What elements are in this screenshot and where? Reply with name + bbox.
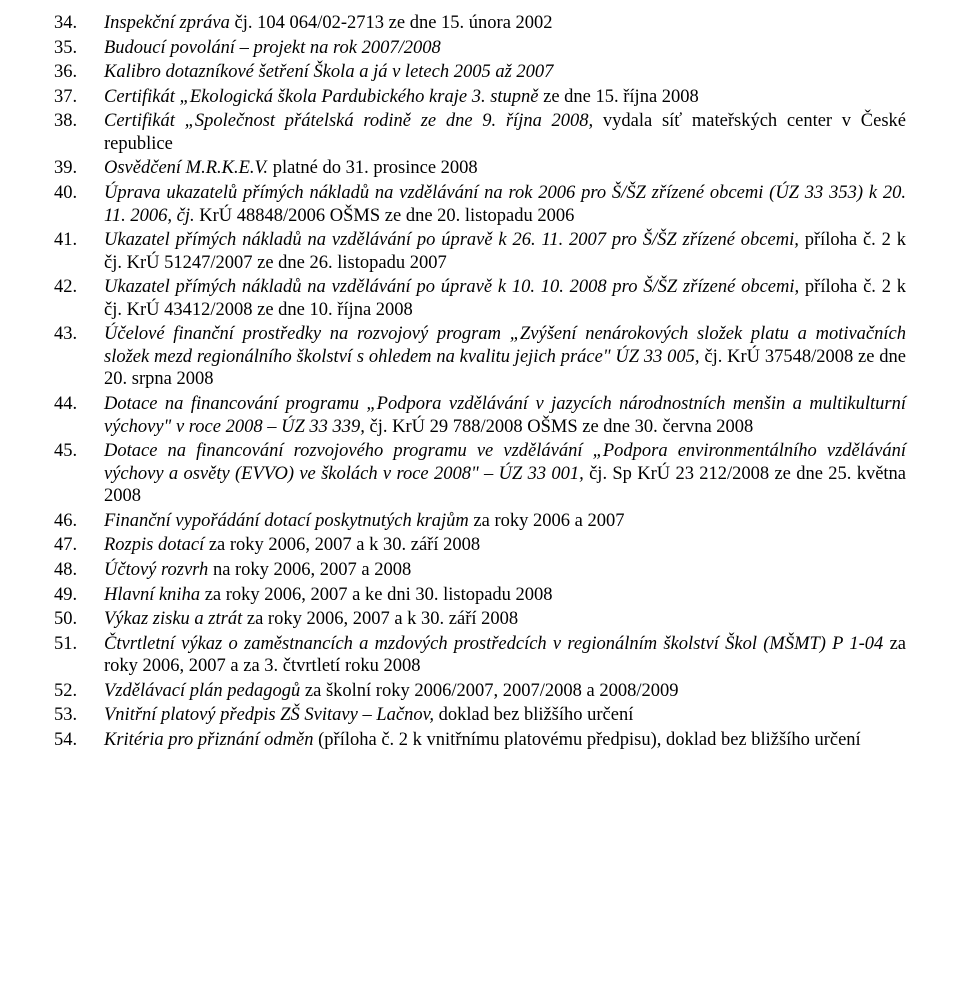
plain-text: za roky 2006 a 2007 bbox=[473, 511, 624, 531]
list-item: 52.Vzdělávací plán pedagogů za školní ro… bbox=[54, 680, 906, 703]
item-content: Certifikát „Společnost přátelská rodině … bbox=[104, 110, 906, 155]
list-item: 45.Dotace na financování rozvojového pro… bbox=[54, 440, 906, 508]
plain-text: doklad bez bližšího určení bbox=[439, 705, 634, 725]
italic-text: Certifikát „Ekologická škola Pardubickéh… bbox=[104, 87, 543, 107]
item-content: Ukazatel přímých nákladů na vzdělávání p… bbox=[104, 276, 906, 321]
item-number: 46. bbox=[54, 510, 104, 533]
plain-text: čj. 104 064/02-2713 ze dne 15. února 200… bbox=[235, 13, 553, 33]
item-number: 37. bbox=[54, 86, 104, 109]
item-content: Inspekční zpráva čj. 104 064/02-2713 ze … bbox=[104, 12, 906, 35]
italic-text: Certifikát „Společnost přátelská rodině … bbox=[104, 111, 603, 131]
item-content: Dotace na financování rozvojového progra… bbox=[104, 440, 906, 508]
list-item: 39.Osvědčení M.R.K.E.V. platné do 31. pr… bbox=[54, 157, 906, 180]
plain-text: platné do 31. prosince 2008 bbox=[273, 158, 478, 178]
item-number: 52. bbox=[54, 680, 104, 703]
item-number: 49. bbox=[54, 584, 104, 607]
italic-text: Inspekční zpráva bbox=[104, 13, 235, 33]
item-content: Ukazatel přímých nákladů na vzdělávání p… bbox=[104, 229, 906, 274]
list-item: 49.Hlavní kniha za roky 2006, 2007 a ke … bbox=[54, 584, 906, 607]
list-item: 51.Čtvrtletní výkaz o zaměstnancích a mz… bbox=[54, 633, 906, 678]
plain-text: za roky 2006, 2007 a ke dni 30. listopad… bbox=[205, 585, 553, 605]
item-content: Účelové finanční prostředky na rozvojový… bbox=[104, 323, 906, 391]
item-content: Osvědčení M.R.K.E.V. platné do 31. prosi… bbox=[104, 157, 906, 180]
italic-text: Účtový rozvrh bbox=[104, 560, 213, 580]
item-content: Výkaz zisku a ztrát za roky 2006, 2007 a… bbox=[104, 608, 906, 631]
item-content: Budoucí povolání – projekt na rok 2007/2… bbox=[104, 37, 906, 60]
item-content: Finanční vypořádání dotací poskytnutých … bbox=[104, 510, 906, 533]
italic-text: Vzdělávací plán pedagogů bbox=[104, 681, 305, 701]
italic-text: Ukazatel přímých nákladů na vzdělávání p… bbox=[104, 277, 805, 297]
list-item: 48.Účtový rozvrh na roky 2006, 2007 a 20… bbox=[54, 559, 906, 582]
list-item: 44.Dotace na financování programu „Podpo… bbox=[54, 393, 906, 438]
italic-text: Osvědčení M.R.K.E.V. bbox=[104, 158, 273, 178]
list-item: 50.Výkaz zisku a ztrát za roky 2006, 200… bbox=[54, 608, 906, 631]
item-content: Účtový rozvrh na roky 2006, 2007 a 2008 bbox=[104, 559, 906, 582]
item-number: 51. bbox=[54, 633, 104, 656]
item-number: 34. bbox=[54, 12, 104, 35]
italic-text: Vnitřní platový předpis ZŠ Svitavy – Lač… bbox=[104, 705, 439, 725]
list-item: 54.Kritéria pro přiznání odměn (příloha … bbox=[54, 729, 906, 752]
item-content: Vzdělávací plán pedagogů za školní roky … bbox=[104, 680, 906, 703]
item-content: Dotace na financování programu „Podpora … bbox=[104, 393, 906, 438]
plain-text: ze dne 15. října 2008 bbox=[543, 87, 699, 107]
list-item: 34.Inspekční zpráva čj. 104 064/02-2713 … bbox=[54, 12, 906, 35]
item-content: Kritéria pro přiznání odměn (příloha č. … bbox=[104, 729, 906, 752]
item-content: Certifikát „Ekologická škola Pardubickéh… bbox=[104, 86, 906, 109]
list-item: 42.Ukazatel přímých nákladů na vzděláván… bbox=[54, 276, 906, 321]
italic-text: Výkaz zisku a ztrát bbox=[104, 609, 247, 629]
italic-text: Čtvrtletní výkaz o zaměstnancích a mzdov… bbox=[104, 634, 890, 654]
plain-text: (příloha č. 2 k vnitřnímu platovému před… bbox=[318, 730, 861, 750]
plain-text: na roky 2006, 2007 a 2008 bbox=[213, 560, 411, 580]
italic-text: Ukazatel přímých nákladů na vzdělávání p… bbox=[104, 230, 805, 250]
italic-text: Finanční vypořádání dotací poskytnutých … bbox=[104, 511, 473, 531]
plain-text: za školní roky 2006/2007, 2007/2008 a 20… bbox=[305, 681, 679, 701]
item-number: 47. bbox=[54, 534, 104, 557]
item-number: 53. bbox=[54, 704, 104, 727]
item-number: 39. bbox=[54, 157, 104, 180]
list-item: 41.Ukazatel přímých nákladů na vzděláván… bbox=[54, 229, 906, 274]
list-item: 38.Certifikát „Společnost přátelská rodi… bbox=[54, 110, 906, 155]
list-item: 43.Účelové finanční prostředky na rozvoj… bbox=[54, 323, 906, 391]
plain-text: za roky 2006, 2007 a k 30. září 2008 bbox=[209, 535, 480, 555]
item-number: 36. bbox=[54, 61, 104, 84]
item-number: 43. bbox=[54, 323, 104, 346]
item-content: Vnitřní platový předpis ZŠ Svitavy – Lač… bbox=[104, 704, 906, 727]
item-content: Čtvrtletní výkaz o zaměstnancích a mzdov… bbox=[104, 633, 906, 678]
item-number: 38. bbox=[54, 110, 104, 133]
list-item: 46.Finanční vypořádání dotací poskytnutý… bbox=[54, 510, 906, 533]
list-item: 36.Kalibro dotazníkové šetření Škola a j… bbox=[54, 61, 906, 84]
italic-text: Hlavní kniha bbox=[104, 585, 205, 605]
list-item: 47.Rozpis dotací za roky 2006, 2007 a k … bbox=[54, 534, 906, 557]
plain-text: za roky 2006, 2007 a k 30. září 2008 bbox=[247, 609, 518, 629]
list-item: 35.Budoucí povolání – projekt na rok 200… bbox=[54, 37, 906, 60]
item-number: 54. bbox=[54, 729, 104, 752]
item-number: 41. bbox=[54, 229, 104, 252]
italic-text: Budoucí povolání – projekt na rok 2007/2… bbox=[104, 38, 441, 58]
item-content: Rozpis dotací za roky 2006, 2007 a k 30.… bbox=[104, 534, 906, 557]
plain-text: čj. KrÚ 29 788/2008 OŠMS ze dne 30. červ… bbox=[370, 417, 754, 437]
list-item: 37.Certifikát „Ekologická škola Pardubic… bbox=[54, 86, 906, 109]
italic-text: Kalibro dotazníkové šetření Škola a já v… bbox=[104, 62, 553, 82]
item-number: 45. bbox=[54, 440, 104, 463]
item-number: 48. bbox=[54, 559, 104, 582]
item-content: Úprava ukazatelů přímých nákladů na vzdě… bbox=[104, 182, 906, 227]
item-number: 42. bbox=[54, 276, 104, 299]
list-item: 40.Úprava ukazatelů přímých nákladů na v… bbox=[54, 182, 906, 227]
italic-text: Kritéria pro přiznání odměn bbox=[104, 730, 318, 750]
numbered-list: 34.Inspekční zpráva čj. 104 064/02-2713 … bbox=[54, 12, 906, 751]
item-number: 40. bbox=[54, 182, 104, 205]
item-number: 35. bbox=[54, 37, 104, 60]
plain-text: KrÚ 48848/2006 OŠMS ze dne 20. listopadu… bbox=[199, 206, 574, 226]
item-content: Kalibro dotazníkové šetření Škola a já v… bbox=[104, 61, 906, 84]
item-number: 44. bbox=[54, 393, 104, 416]
item-content: Hlavní kniha za roky 2006, 2007 a ke dni… bbox=[104, 584, 906, 607]
italic-text: Rozpis dotací bbox=[104, 535, 209, 555]
list-item: 53.Vnitřní platový předpis ZŠ Svitavy – … bbox=[54, 704, 906, 727]
item-number: 50. bbox=[54, 608, 104, 631]
